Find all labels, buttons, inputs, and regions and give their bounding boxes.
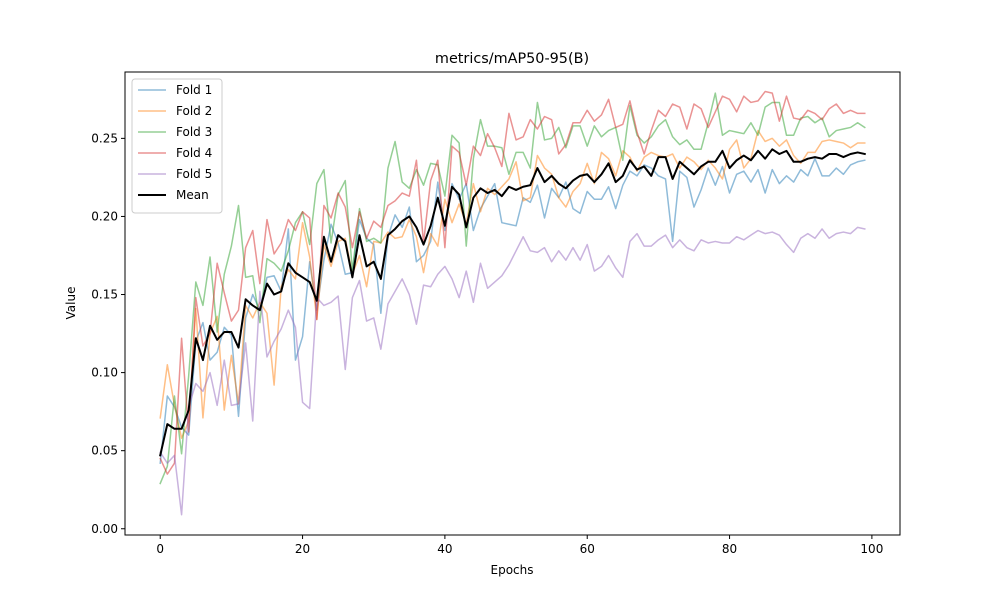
- legend-label: Mean: [176, 188, 209, 202]
- plot-frame: [124, 71, 901, 536]
- y-tick-label: 0.20: [91, 209, 118, 223]
- x-tick-label: 80: [722, 542, 737, 556]
- x-tick-label: 100: [860, 542, 883, 556]
- x-tick-label: 0: [156, 542, 164, 556]
- x-tick-label: 60: [580, 542, 595, 556]
- legend-label: Fold 5: [176, 167, 212, 181]
- legend: Fold 1 Fold 2 Fold 3 Fold 4 Fold 5 Mean: [131, 78, 223, 214]
- series-line-fold-1: [159, 157, 866, 464]
- legend-label: Fold 2: [176, 104, 212, 118]
- legend-label: Fold 4: [176, 146, 212, 160]
- series-line-mean: [159, 148, 866, 457]
- y-tick-label: 0.15: [91, 288, 118, 302]
- x-tick-label: 40: [437, 542, 452, 556]
- y-tick-label: 0.10: [91, 366, 118, 380]
- series-line-fold-3: [159, 92, 866, 485]
- series-line-fold-5: [159, 226, 866, 516]
- chart-title: metrics/mAP50-95(B): [435, 51, 589, 67]
- x-axis-label: Epochs: [491, 563, 534, 577]
- x-tick-label: 20: [295, 542, 310, 556]
- x-axis-ticks: 0 20 40 60 80 100: [156, 535, 883, 556]
- series-line-fold-4: [159, 90, 866, 475]
- y-axis-ticks: 0.00 0.05 0.10 0.15 0.20 0.25: [91, 131, 125, 536]
- legend-label: Fold 1: [176, 83, 212, 97]
- series-layer: [159, 90, 866, 516]
- y-tick-label: 0.05: [91, 444, 118, 458]
- legend-label: Fold 3: [176, 125, 212, 139]
- y-tick-label: 0.25: [91, 131, 118, 145]
- legend-box: [131, 78, 223, 214]
- y-axis-label: Value: [64, 287, 78, 320]
- y-tick-label: 0.00: [91, 522, 118, 536]
